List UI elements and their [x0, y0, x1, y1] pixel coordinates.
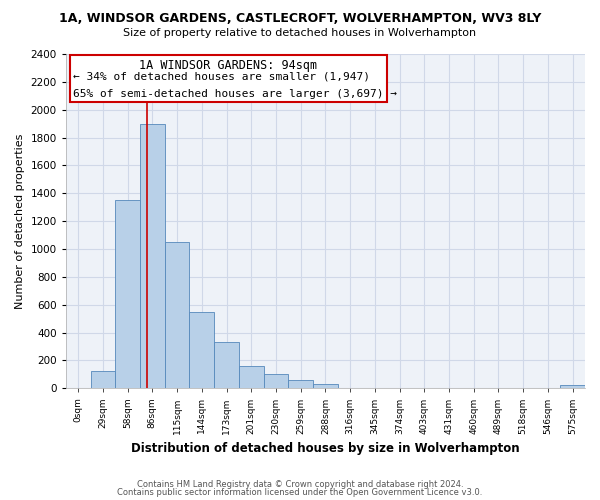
- FancyBboxPatch shape: [70, 54, 387, 102]
- Bar: [91, 371, 115, 388]
- Text: Contains public sector information licensed under the Open Government Licence v3: Contains public sector information licen…: [118, 488, 482, 497]
- Text: ← 34% of detached houses are smaller (1,947): ← 34% of detached houses are smaller (1,…: [73, 72, 370, 82]
- X-axis label: Distribution of detached houses by size in Wolverhampton: Distribution of detached houses by size …: [131, 442, 520, 455]
- Bar: [313, 384, 338, 388]
- Bar: [214, 342, 239, 388]
- Bar: [263, 374, 289, 388]
- Text: 1A, WINDSOR GARDENS, CASTLECROFT, WOLVERHAMPTON, WV3 8LY: 1A, WINDSOR GARDENS, CASTLECROFT, WOLVER…: [59, 12, 541, 26]
- Bar: [289, 380, 313, 388]
- Bar: [140, 124, 165, 388]
- Bar: [165, 242, 190, 388]
- Bar: [115, 200, 140, 388]
- Bar: [560, 386, 585, 388]
- Y-axis label: Number of detached properties: Number of detached properties: [15, 134, 25, 309]
- Text: Contains HM Land Registry data © Crown copyright and database right 2024.: Contains HM Land Registry data © Crown c…: [137, 480, 463, 489]
- Text: 65% of semi-detached houses are larger (3,697) →: 65% of semi-detached houses are larger (…: [73, 88, 397, 99]
- Bar: [239, 366, 263, 388]
- Bar: [190, 312, 214, 388]
- Text: Size of property relative to detached houses in Wolverhampton: Size of property relative to detached ho…: [124, 28, 476, 38]
- Text: 1A WINDSOR GARDENS: 94sqm: 1A WINDSOR GARDENS: 94sqm: [139, 59, 317, 72]
